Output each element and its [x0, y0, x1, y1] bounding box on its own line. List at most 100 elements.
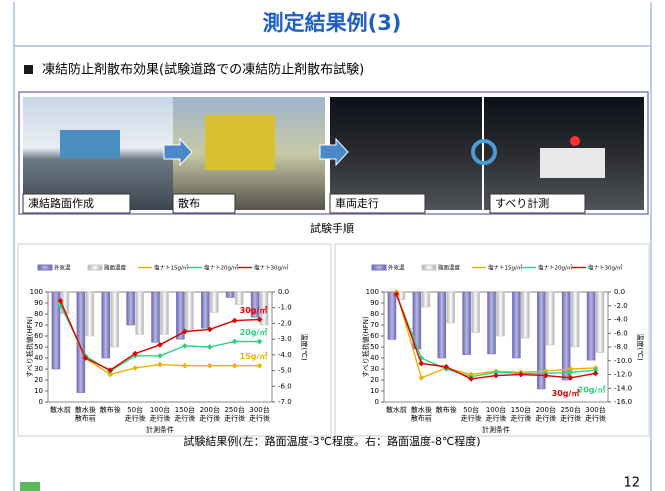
y-tick-label: 100: [30, 288, 43, 296]
y2-tick-label: -3.0: [278, 335, 292, 343]
bar: [209, 291, 219, 313]
x-axis-title: 計測条件: [482, 425, 510, 434]
photo-vehicle: [205, 115, 275, 170]
marker: [567, 366, 574, 372]
bar: [471, 291, 480, 333]
bar: [512, 291, 521, 359]
bar: [446, 291, 455, 324]
page-number: 12: [623, 476, 640, 491]
photo-light: [570, 136, 580, 146]
bar: [135, 291, 144, 335]
caption-box: [329, 193, 426, 214]
marker: [157, 341, 163, 348]
marker: [493, 369, 499, 376]
marker: [206, 326, 213, 333]
y-tick-label: 40: [34, 354, 43, 362]
marker: [157, 361, 163, 368]
y-tick-label: 10: [370, 387, 379, 395]
series-end-label: 20g/㎡: [578, 385, 606, 395]
marker: [82, 355, 89, 361]
y2-axis-title: 温度(℃): [636, 333, 645, 361]
y2-tick-label: -4.0: [614, 316, 628, 324]
x-tick-label: 50台走行後: [125, 405, 146, 422]
y2-tick-label: -5.0: [278, 367, 292, 375]
marker: [418, 360, 425, 367]
bar: [126, 291, 135, 326]
bar: [160, 291, 169, 335]
step-caption: すべり計測: [495, 196, 549, 210]
marker: [393, 291, 400, 298]
y-tick-label: 10: [34, 387, 43, 395]
y-tick-label: 60: [34, 332, 43, 340]
legend-label: 外気温: [388, 264, 405, 272]
cycle-icon: [471, 139, 497, 165]
y-tick-label: 0: [375, 398, 379, 406]
series-end-label: 30g/㎡: [240, 305, 268, 315]
y2-tick-label: -1.0: [278, 304, 292, 312]
x-tick-label: 散水後散布前: [75, 405, 96, 422]
series-end-label: 30g/㎡: [552, 388, 580, 398]
x-tick-label: 50台走行後: [461, 405, 482, 422]
marker: [231, 338, 238, 345]
plot-area: [383, 291, 609, 403]
y2-tick-label: -16.0: [614, 398, 632, 406]
x-axis-title: 計測条件: [146, 425, 174, 434]
marker: [567, 369, 574, 376]
step-caption: 凍結路面作成: [28, 196, 94, 210]
y-tick-label: 30: [34, 365, 43, 373]
y-tick-label: 100: [366, 288, 379, 296]
marker: [182, 343, 188, 349]
marker: [256, 316, 263, 323]
y-tick-label: 50: [370, 343, 379, 351]
bar: [176, 291, 185, 340]
marker: [468, 376, 474, 382]
y-tick-label: 90: [34, 299, 43, 307]
legend-label: 塩ナト15g/㎡: [154, 264, 189, 272]
y2-tick-label: -8.0: [614, 343, 628, 351]
x-tick-label: 300台走行後: [585, 405, 606, 422]
x-tick-label: 散布後: [436, 405, 457, 414]
marker: [231, 317, 238, 324]
marker: [542, 372, 549, 379]
series-end-label: 15g/㎡: [240, 351, 268, 361]
x-tick-label: 散布後: [100, 405, 121, 414]
marker: [182, 362, 188, 369]
y2-tick-label: -4.0: [278, 351, 292, 359]
marker: [443, 363, 450, 370]
y2-tick-label: -12.0: [614, 371, 632, 379]
bar: [586, 291, 596, 361]
y-tick-label: 80: [34, 310, 43, 318]
bar: [259, 291, 269, 326]
bar: [110, 291, 119, 348]
bar: [487, 291, 496, 355]
photo: [330, 97, 482, 210]
x-tick-label: 100台走行後: [150, 405, 171, 422]
y-tick-label: 30: [370, 365, 379, 373]
y2-axis-title: 温度(℃): [300, 333, 309, 361]
y-axis-title: すべり抵抗値(HFN): [361, 316, 370, 378]
bar: [76, 291, 86, 393]
marker: [518, 371, 524, 378]
legend-label: 塩ナト30g/㎡: [588, 264, 623, 272]
marker: [493, 372, 499, 379]
legend-swatch: [37, 264, 53, 271]
marker: [132, 350, 138, 357]
y2-tick-label: -14.0: [614, 384, 632, 392]
bar: [421, 291, 431, 308]
marker: [418, 374, 425, 381]
arrow: [319, 137, 349, 167]
photo-vehicle: [540, 148, 605, 178]
legend-label: 塩ナト20g/㎡: [538, 264, 573, 272]
y-tick-label: 80: [370, 310, 379, 318]
bar: [250, 291, 260, 318]
bar: [234, 291, 244, 305]
caption-box: [22, 193, 131, 214]
x-tick-label: 250台走行後: [560, 405, 581, 422]
x-tick-label: 200台走行後: [535, 405, 556, 422]
marker: [592, 367, 599, 373]
marker: [567, 374, 574, 381]
arrow: [163, 137, 193, 167]
x-tick-label: 300台走行後: [249, 405, 270, 422]
y-tick-label: 0: [39, 398, 43, 406]
